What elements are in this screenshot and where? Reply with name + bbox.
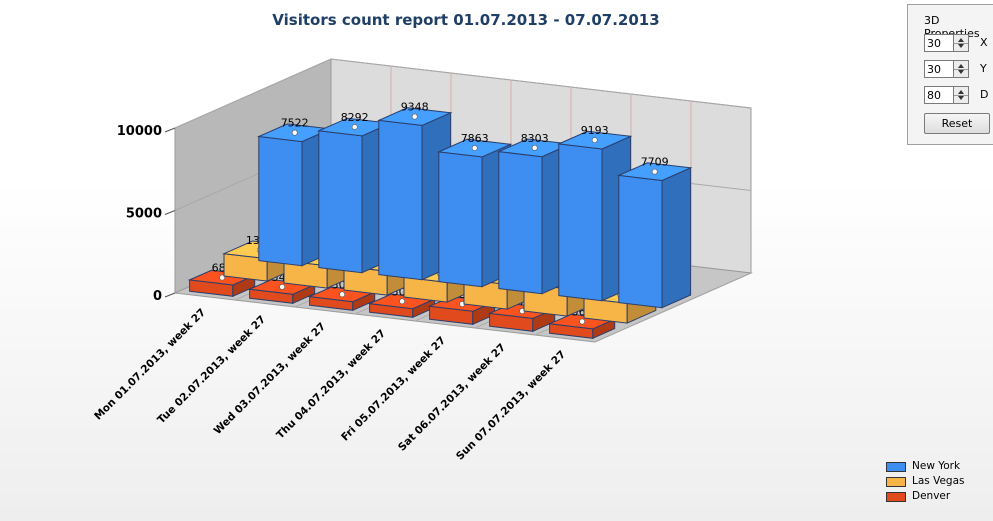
bar-front-face (378, 119, 423, 281)
data-point-marker (651, 168, 658, 175)
chart-bars: 6855445025067837775681354135014431194149… (187, 101, 693, 340)
y-rotation-input[interactable] (924, 60, 954, 78)
y-tick-label: 10000 (117, 124, 162, 139)
bar-front-face (558, 143, 603, 302)
y-tick-label: 0 (153, 289, 162, 304)
data-point-marker (219, 274, 226, 281)
y-axis-ticks: 0 5000 10000 (117, 124, 176, 304)
spin-up-icon[interactable] (958, 38, 964, 42)
depth-row: D (924, 86, 993, 106)
x-rotation-row: X (924, 34, 993, 54)
bar-front-face (258, 135, 303, 267)
data-label: 8292 (341, 111, 369, 124)
x-rotation-label: X (980, 36, 988, 49)
spin-down-icon[interactable] (958, 70, 964, 74)
data-label: 9193 (581, 124, 609, 137)
data-point-marker (399, 298, 406, 305)
bar-front-face (438, 151, 483, 288)
legend-item-las-vegas: Las Vegas (886, 475, 986, 490)
y-rotation-row: Y (924, 60, 993, 80)
legend-swatch-denver (886, 492, 906, 502)
depth-label: D (980, 88, 989, 101)
data-point-marker (351, 124, 358, 130)
x-tick-label: Tue 02.07.2013, week 27 (155, 313, 268, 426)
3d-properties-panel: 3D Properties X Y D Reset (907, 4, 993, 145)
legend-item-new-york: New York (886, 460, 986, 475)
data-point-marker (411, 113, 418, 120)
y-tick-mark (164, 292, 176, 298)
y-tick-mark (164, 127, 176, 133)
series-new-york: 7522 8292 9348 7863 8303 9193 7709 (256, 101, 693, 309)
x-tick-label: Sat 06.07.2013, week 27 (396, 341, 508, 453)
legend-label-new-york: New York (912, 460, 961, 472)
chart-title: Visitors count report 01.07.2013 - 07.07… (272, 11, 659, 29)
reset-button[interactable]: Reset (924, 113, 990, 134)
data-label: 7709 (641, 156, 669, 169)
data-point-marker (339, 291, 346, 298)
data-label: 7522 (281, 117, 309, 130)
data-point-marker (279, 284, 286, 290)
y-tick-mark (164, 210, 176, 215)
spin-down-icon[interactable] (958, 96, 964, 100)
depth-input[interactable] (924, 86, 954, 104)
x-tick-label: Mon 01.07.2013, week 27 (92, 306, 208, 422)
legend-swatch-las-vegas (886, 477, 906, 487)
bar-front-face (618, 174, 663, 309)
legend-swatch-new-york (886, 462, 906, 472)
floor-divider (594, 272, 752, 343)
data-label: 7863 (461, 132, 489, 145)
data-point-marker (579, 318, 586, 325)
legend-item-denver: Denver (886, 490, 986, 505)
x-tick-label: Sun 07.07.2013, week 27 (454, 348, 568, 462)
x-rotation-spinner[interactable] (954, 34, 969, 52)
spin-up-icon[interactable] (958, 64, 964, 68)
data-point-marker (471, 145, 478, 151)
data-label: 8303 (521, 132, 549, 145)
bar-new-york-7: 7709 (616, 156, 693, 309)
data-point-marker (531, 144, 538, 151)
data-label: 9348 (401, 101, 429, 114)
x-tick-label: Wed 03.07.2013, week 27 (212, 320, 329, 437)
y-rotation-label: Y (980, 62, 987, 75)
depth-spinner[interactable] (954, 86, 969, 104)
bar-front-face (498, 151, 543, 295)
x-tick-label: Thu 04.07.2013, week 27 (274, 327, 388, 441)
bar-front-face (318, 130, 363, 274)
y-tick-label: 5000 (126, 207, 162, 222)
bar-side-face (661, 167, 692, 309)
legend-label-denver: Denver (912, 490, 951, 502)
data-point-marker (591, 137, 598, 144)
data-point-marker (291, 129, 298, 136)
legend: New York Las Vegas Denver (886, 460, 986, 505)
legend-label-las-vegas: Las Vegas (912, 475, 965, 487)
spin-down-icon[interactable] (958, 44, 964, 48)
x-rotation-input[interactable] (924, 34, 954, 52)
spin-up-icon[interactable] (958, 90, 964, 94)
gridline-10000 (174, 58, 752, 129)
y-rotation-spinner[interactable] (954, 60, 969, 78)
